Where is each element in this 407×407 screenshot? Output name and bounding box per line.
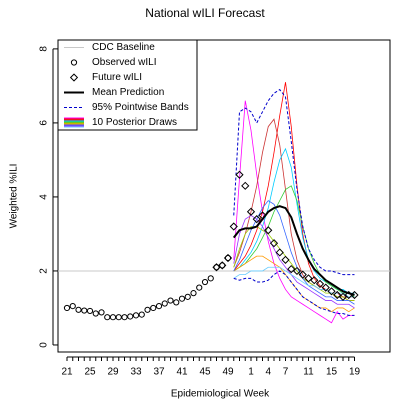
observed-point: [104, 314, 111, 321]
x-tick-label: 45: [199, 367, 211, 378]
future-point: [223, 253, 233, 263]
x-tick-label: 25: [84, 367, 96, 378]
observed-point: [69, 303, 76, 310]
future-point: [264, 226, 273, 235]
future-point: [241, 181, 250, 190]
future-point: [350, 290, 359, 300]
future-point: [298, 270, 307, 279]
future-point: [327, 287, 336, 296]
future-point: [229, 222, 238, 231]
legend-label: Mean Prediction: [92, 87, 164, 98]
legend-label: CDC Baseline: [92, 42, 155, 53]
future-point: [321, 283, 330, 292]
x-tick-label: 11: [303, 367, 314, 378]
future-point: [338, 292, 348, 301]
observed-point: [161, 300, 168, 307]
plot-frame: [57, 39, 391, 353]
x-axis-label: Epidemiological Week: [171, 389, 270, 400]
legend-label: 95% Pointwise Bands: [92, 102, 189, 113]
y-tick-label: 4: [39, 194, 50, 200]
y-tick-label: 0: [39, 342, 50, 348]
observed-point: [150, 304, 157, 312]
legend-label: Future wILI: [92, 72, 142, 83]
observed-point: [219, 262, 226, 269]
future-point: [315, 279, 325, 289]
x-tick-label: 15: [326, 367, 338, 378]
future-point: [258, 211, 267, 220]
future-point: [281, 255, 290, 264]
observed-point: [167, 297, 174, 304]
observed-point: [127, 313, 134, 320]
observed-point: [178, 295, 186, 302]
future-point: [310, 276, 319, 285]
x-tick-label: 33: [130, 367, 142, 378]
future-point: [344, 290, 353, 300]
observed-point: [109, 314, 117, 321]
future-point: [292, 266, 302, 276]
future-point: [269, 239, 279, 248]
x-tick-label: 19: [349, 367, 361, 378]
x-tick-label: 29: [107, 367, 119, 378]
y-tick-label: 8: [39, 46, 50, 52]
y-tick-label: 2: [39, 268, 50, 274]
future-point: [212, 263, 221, 272]
observed-point: [121, 314, 128, 321]
y-axis-label: Weighted %ILI: [9, 164, 20, 229]
band-lower: [233, 270, 355, 316]
observed-point: [138, 311, 145, 318]
legend-label: 10 Posterior Draws: [92, 117, 177, 128]
future-point: [304, 274, 313, 283]
observed-point: [201, 278, 209, 286]
posterior-draw: [233, 100, 355, 324]
posterior-draw: [233, 226, 355, 301]
observed-point: [155, 303, 163, 310]
x-tick-label: 41: [176, 367, 188, 378]
x-tick-label: 1: [248, 367, 254, 378]
observed-point: [92, 310, 99, 317]
observed-point: [115, 314, 122, 321]
x-tick-label: 21: [61, 367, 73, 378]
observed-point: [132, 312, 140, 319]
x-tick-label: 49: [222, 367, 234, 378]
x-tick-label: 37: [153, 367, 165, 378]
chart-title: National wILI Forecast: [145, 6, 265, 20]
observed-point: [98, 309, 105, 316]
posterior-draw: [233, 185, 355, 298]
observed-point: [213, 264, 220, 271]
future-point: [275, 248, 284, 257]
future-point: [218, 261, 227, 270]
observed-point: [63, 304, 71, 312]
observed-point: [224, 254, 232, 262]
legend-box: [57, 39, 198, 131]
observed-point: [75, 306, 82, 313]
x-tick-label: 4: [265, 367, 271, 378]
observed-point: [190, 290, 197, 297]
future-point: [246, 207, 256, 216]
observed-point: [86, 307, 94, 315]
future-point: [333, 290, 342, 300]
mean-line: [232, 205, 355, 296]
band-upper: [233, 88, 355, 276]
posterior-draw: [233, 200, 355, 305]
future-point: [287, 264, 296, 274]
observed-point: [81, 307, 88, 314]
future-point: [235, 170, 244, 179]
x-tick-label: 7: [283, 367, 289, 378]
observed-point: [196, 284, 203, 291]
observed-point: [144, 306, 151, 313]
future-point: [252, 215, 261, 224]
y-tick-label: 6: [39, 120, 50, 126]
observed-point: [207, 275, 214, 282]
legend-swatch: [69, 73, 79, 82]
observed-point: [173, 299, 180, 306]
posterior-draw: [233, 266, 355, 298]
posterior-draw: [233, 214, 355, 309]
legend-label: Observed wILI: [92, 57, 156, 68]
legend-swatch: [70, 59, 78, 66]
observed-point: [184, 293, 191, 300]
